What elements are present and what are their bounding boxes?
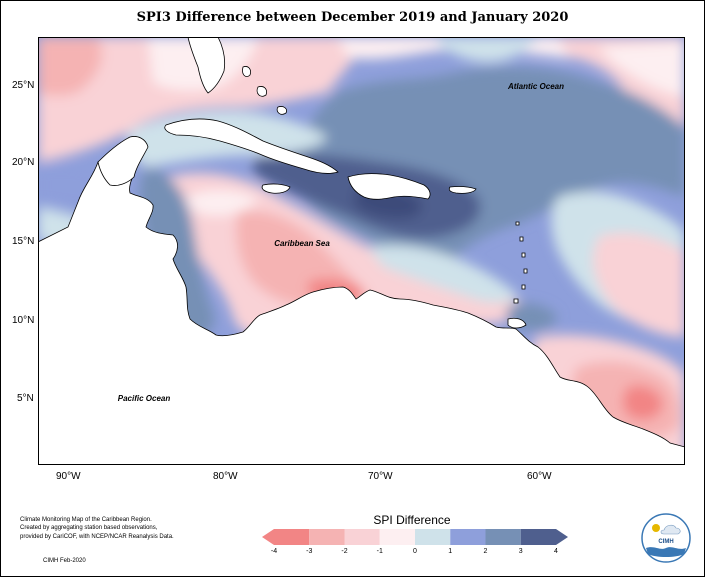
legend-color-cell bbox=[344, 529, 380, 545]
legend-tick-label: 0 bbox=[413, 548, 417, 555]
central-south-america-land bbox=[38, 144, 685, 465]
florida-land bbox=[187, 37, 226, 94]
legend-tick-label: 4 bbox=[554, 548, 558, 555]
lon-tick-60w: 60°W bbox=[527, 471, 552, 482]
lesser-antilles-land bbox=[513, 221, 528, 304]
legend-color-cell bbox=[415, 529, 451, 545]
lat-tick-20n: 20°N bbox=[12, 157, 35, 168]
cimh-logo: CIMH bbox=[641, 513, 691, 563]
legend-color-cell bbox=[262, 529, 310, 545]
legend-tick-label: 3 bbox=[518, 548, 523, 555]
credit-date: CIMH Feb-2020 bbox=[43, 558, 86, 564]
legend-color-cell bbox=[485, 529, 521, 545]
yucatan-land bbox=[97, 136, 149, 186]
map-title: SPI3 Difference between December 2019 an… bbox=[136, 10, 569, 25]
atlantic-ocean-label: Atlantic Ocean bbox=[507, 82, 564, 91]
legend-color-cell bbox=[379, 529, 415, 545]
map-panel: Atlantic Ocean Caribbean Sea Pacific Oce… bbox=[38, 37, 685, 465]
legend-tick-label: -4 bbox=[270, 548, 278, 555]
hispaniola-land bbox=[347, 173, 431, 200]
lat-tick-25n: 25°N bbox=[12, 80, 35, 91]
legend-color-bar bbox=[262, 529, 568, 545]
spi-field bbox=[38, 37, 685, 465]
caribbean-sea-label: Caribbean Sea bbox=[274, 239, 330, 248]
legend-color-cell bbox=[520, 529, 568, 545]
map-credit-text: Climate Monitoring Map of the Caribbean … bbox=[20, 516, 260, 541]
credit-line-2: Created by aggregating station based obs… bbox=[20, 525, 158, 532]
legend-tick-label: -3 bbox=[306, 548, 313, 555]
trinidad-land bbox=[507, 317, 527, 329]
legend-color-cell bbox=[309, 529, 345, 545]
lon-tick-80w: 80°W bbox=[213, 471, 238, 482]
pacific-ocean-label: Pacific Ocean bbox=[118, 394, 171, 403]
cloud-icon bbox=[660, 524, 681, 535]
legend-title: SPI Difference bbox=[373, 513, 451, 527]
lon-tick-90w: 90°W bbox=[56, 471, 81, 482]
land-masses bbox=[38, 37, 685, 465]
credit-line-3: provided by CariCOF, with NCEP/NCAR Rean… bbox=[20, 533, 174, 540]
sun-icon bbox=[652, 524, 660, 532]
map-border bbox=[38, 37, 685, 465]
bahamas-land bbox=[242, 66, 287, 115]
legend-tick-label: -1 bbox=[376, 548, 383, 555]
cuba-land bbox=[164, 118, 339, 174]
credit-line-1: Climate Monitoring Map of the Caribbean … bbox=[20, 517, 152, 523]
lat-tick-10n: 10°N bbox=[12, 315, 35, 326]
lat-tick-15n: 15°N bbox=[12, 236, 35, 247]
puerto-rico-land bbox=[448, 186, 477, 194]
lat-tick-5n: 5°N bbox=[17, 393, 34, 404]
jamaica-land bbox=[261, 183, 291, 194]
legend-tick-label: -2 bbox=[341, 548, 348, 555]
lon-tick-70w: 70°W bbox=[368, 471, 393, 482]
spi-difference-map: Atlantic Ocean Caribbean Sea Pacific Oce… bbox=[38, 37, 685, 465]
legend-color-cell bbox=[450, 529, 486, 545]
waves-icon bbox=[646, 547, 686, 557]
legend-tick-label: 2 bbox=[483, 548, 488, 555]
legend-tick-label: 1 bbox=[448, 548, 453, 555]
logo-text: CIMH bbox=[658, 539, 673, 545]
